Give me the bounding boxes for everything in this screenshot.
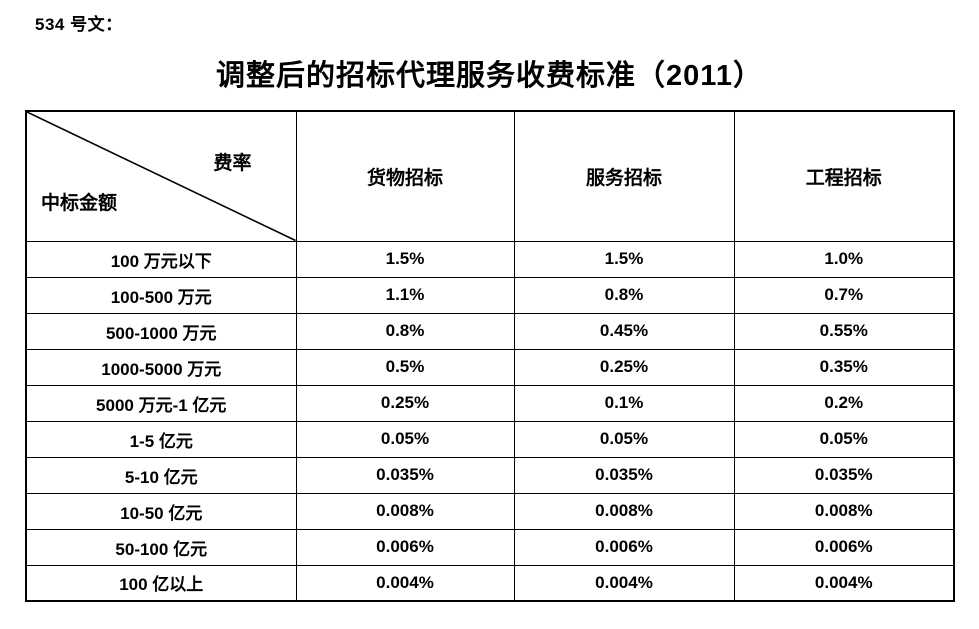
rate-value-cell: 0.008% — [295, 492, 515, 530]
rate-value-cell: 0.05% — [513, 420, 735, 458]
rate-value-cell: 1.5% — [295, 240, 515, 278]
rate-value-cell: 1.0% — [733, 240, 955, 278]
rate-value-cell: 0.25% — [295, 384, 515, 422]
fee-table: 费率 中标金额 货物招标 服务招标 工程招标 100 万元以下 1.5% 1.5… — [25, 110, 955, 602]
row-label-amount: 100 亿以上 — [25, 564, 297, 602]
rate-value-cell: 0.45% — [513, 312, 735, 350]
rate-value-cell: 0.25% — [513, 348, 735, 386]
corner-rate-label: 费率 — [213, 153, 252, 174]
rate-value-cell: 0.004% — [295, 564, 515, 602]
rate-value-cell: 0.8% — [295, 312, 515, 350]
rate-value-cell: 0.55% — [733, 312, 955, 350]
row-label-amount: 1000-5000 万元 — [25, 348, 297, 386]
table-row: 10-50 亿元 0.008% 0.008% 0.008% — [25, 492, 955, 530]
rate-value-cell: 0.008% — [733, 492, 955, 530]
rate-value-cell: 0.5% — [295, 348, 515, 386]
doc-number-note: 534 号文： — [35, 15, 123, 34]
rate-value-cell: 0.8% — [513, 276, 735, 314]
table-row: 100 亿以上 0.004% 0.004% 0.004% — [25, 564, 955, 602]
row-label-amount: 500-1000 万元 — [25, 312, 297, 350]
table-row: 100 万元以下 1.5% 1.5% 1.0% — [25, 240, 955, 278]
table-row: 500-1000 万元 0.8% 0.45% 0.55% — [25, 312, 955, 350]
rate-value-cell: 0.004% — [733, 564, 955, 602]
column-header-service: 服务招标 — [513, 110, 735, 242]
row-label-amount: 5-10 亿元 — [25, 456, 297, 494]
rate-value-cell: 0.2% — [733, 384, 955, 422]
rate-value-cell: 0.35% — [733, 348, 955, 386]
row-label-amount: 10-50 亿元 — [25, 492, 297, 530]
row-label-amount: 1-5 亿元 — [25, 420, 297, 458]
corner-header-cell: 费率 中标金额 — [25, 110, 297, 242]
rate-value-cell: 0.035% — [733, 456, 955, 494]
rate-value-cell: 0.05% — [733, 420, 955, 458]
table-header-row: 费率 中标金额 货物招标 服务招标 工程招标 — [25, 110, 955, 242]
row-label-amount: 100-500 万元 — [25, 276, 297, 314]
row-label-amount: 5000 万元-1 亿元 — [25, 384, 297, 422]
diagonal-divider — [27, 112, 296, 241]
rate-value-cell: 0.006% — [295, 528, 515, 566]
rate-value-cell: 0.05% — [295, 420, 515, 458]
table-row: 5000 万元-1 亿元 0.25% 0.1% 0.2% — [25, 384, 955, 422]
rate-value-cell: 0.035% — [295, 456, 515, 494]
page-title: 调整后的招标代理服务收费标准（2011） — [216, 60, 763, 92]
rate-value-cell: 1.1% — [295, 276, 515, 314]
rate-value-cell: 0.035% — [513, 456, 735, 494]
column-header-goods: 货物招标 — [295, 110, 515, 242]
rate-value-cell: 0.1% — [513, 384, 735, 422]
column-header-engineering: 工程招标 — [733, 110, 955, 242]
row-label-amount: 100 万元以下 — [25, 240, 297, 278]
rate-value-cell: 0.006% — [513, 528, 735, 566]
table-row: 100-500 万元 1.1% 0.8% 0.7% — [25, 276, 955, 314]
table-row: 1000-5000 万元 0.5% 0.25% 0.35% — [25, 348, 955, 386]
table-row: 5-10 亿元 0.035% 0.035% 0.035% — [25, 456, 955, 494]
rate-value-cell: 0.004% — [513, 564, 735, 602]
rate-value-cell: 1.5% — [513, 240, 735, 278]
rate-value-cell: 0.7% — [733, 276, 955, 314]
rate-value-cell: 0.006% — [733, 528, 955, 566]
rate-value-cell: 0.008% — [513, 492, 735, 530]
table-row: 1-5 亿元 0.05% 0.05% 0.05% — [25, 420, 955, 458]
row-label-amount: 50-100 亿元 — [25, 528, 297, 566]
corner-amount-label: 中标金额 — [41, 192, 118, 214]
table-row: 50-100 亿元 0.006% 0.006% 0.006% — [25, 528, 955, 566]
